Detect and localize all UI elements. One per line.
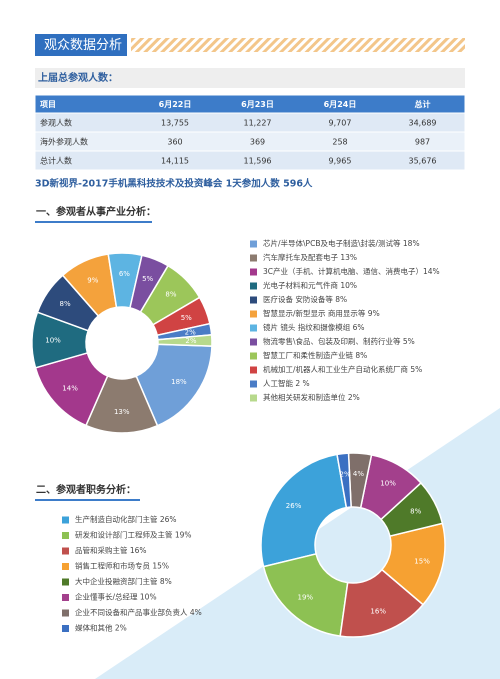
legend-swatch bbox=[250, 338, 257, 346]
legend-swatch bbox=[62, 532, 69, 539]
legend-label: 研发和设计部门工程师及主管 19% bbox=[75, 530, 192, 540]
legend-swatch bbox=[62, 625, 69, 632]
donut-slice bbox=[260, 453, 348, 568]
legend-label: 光电子材料和元气件商 10% bbox=[263, 280, 357, 290]
table-cell: 11,227 bbox=[244, 119, 272, 128]
table-header-cell: 6月23日 bbox=[241, 100, 274, 109]
section-title: 上届总参观人数： bbox=[38, 71, 118, 84]
data-label: 6% bbox=[119, 270, 130, 278]
data-label: 2% bbox=[185, 328, 196, 336]
donut-slice bbox=[157, 334, 213, 347]
legend-label: 企业不同设备和产品事业部负责人 4% bbox=[75, 607, 202, 617]
legend-label: 人工智能 2 % bbox=[263, 378, 310, 388]
legend-swatch bbox=[250, 268, 257, 276]
table-cell: 258 bbox=[332, 138, 347, 147]
data-label: 8% bbox=[60, 300, 71, 308]
legend-label: 智慧显示/新型显示 商用显示等 9% bbox=[263, 308, 380, 318]
section-heading: 一、参观者从事产业分析： bbox=[36, 205, 156, 218]
table-cell: 参观人数 bbox=[40, 118, 72, 128]
legend-swatch bbox=[62, 516, 69, 524]
data-label: 4% bbox=[353, 470, 364, 478]
legend-label: 芯片/半导体\PCB及电子制造\封装/测试等 18% bbox=[263, 238, 420, 248]
legend-label: 其他相关研发和制造单位 2% bbox=[263, 392, 360, 402]
note: 3D新视界-2017手机黑科技技术及投资峰会 1天参加人数 596人 bbox=[35, 178, 313, 190]
data-label: 18% bbox=[171, 378, 187, 386]
data-label: 26% bbox=[286, 502, 302, 510]
table-header-cell: 6月22日 bbox=[159, 100, 192, 109]
data-label: 14% bbox=[62, 384, 78, 392]
section-band bbox=[35, 68, 465, 88]
legend-swatch bbox=[62, 578, 69, 586]
title-stripe bbox=[131, 38, 465, 52]
data-label: 8% bbox=[165, 290, 176, 298]
donut-slice bbox=[336, 452, 352, 509]
table-cell: 360 bbox=[167, 138, 182, 147]
table-cell: 369 bbox=[250, 138, 265, 147]
legend-swatch bbox=[62, 563, 69, 570]
legend-label: 汽车摩托车及配套电子 13% bbox=[263, 252, 357, 262]
data-label: 19% bbox=[298, 594, 314, 602]
data-label: 15% bbox=[414, 557, 430, 565]
legend-swatch bbox=[250, 282, 257, 290]
legend-swatch bbox=[62, 547, 69, 555]
page-title: 观众数据分析 bbox=[44, 38, 122, 53]
data-label: 2% bbox=[185, 337, 196, 345]
legend-label: 物流零售\食品、包装及印刷、制药行业等 5% bbox=[263, 336, 415, 346]
legend-swatch bbox=[250, 324, 257, 332]
legend-swatch bbox=[250, 352, 257, 360]
table-cell: 海外参观人数 bbox=[40, 137, 88, 147]
legend-swatch bbox=[250, 366, 257, 374]
table-cell: 34,689 bbox=[409, 119, 437, 128]
data-label: 10% bbox=[45, 337, 61, 345]
table-cell: 9,965 bbox=[329, 157, 352, 166]
table-header-cell: 6月24日 bbox=[324, 100, 357, 109]
data-label: 10% bbox=[380, 479, 396, 487]
table-cell: 987 bbox=[415, 138, 430, 147]
legend-label: 生产制造自动化部门主管 26% bbox=[75, 514, 177, 524]
section-heading: 二、参观者职务分析： bbox=[36, 483, 136, 496]
table-header-cell: 项目 bbox=[40, 100, 56, 109]
legend-label: 大中企业投融资部门主管 8% bbox=[75, 576, 172, 586]
legend-label: 媒体和其他 2% bbox=[75, 623, 127, 633]
legend-swatch bbox=[62, 594, 69, 601]
legend-swatch bbox=[250, 394, 257, 402]
legend-swatch bbox=[250, 240, 257, 248]
legend-label: 品管和采购主管 16% bbox=[75, 545, 147, 555]
legend-swatch bbox=[250, 380, 257, 388]
table-cell: 14,115 bbox=[161, 157, 189, 166]
data-label: 8% bbox=[410, 508, 421, 516]
data-label: 5% bbox=[181, 314, 192, 322]
legend-label: 机械加工/机器人和工业生产自动化系统厂商 5% bbox=[263, 364, 422, 374]
legend-swatch bbox=[62, 609, 69, 617]
legend-swatch bbox=[250, 310, 257, 318]
table-row bbox=[34, 150, 466, 171]
data-label: 2% bbox=[340, 470, 351, 478]
legend-label: 销售工程师和市场专员 15% bbox=[75, 561, 169, 571]
legend-label: 企业懂事长/总经理 10% bbox=[75, 592, 157, 602]
legend-label: 智慧工厂和柔性制造产业链 8% bbox=[263, 350, 367, 360]
table-cell: 11,596 bbox=[244, 157, 272, 166]
table-header-cell: 总计 bbox=[415, 99, 431, 109]
table-cell: 9,707 bbox=[329, 119, 352, 128]
title-box bbox=[35, 34, 127, 56]
data-label: 5% bbox=[142, 275, 153, 283]
legend-swatch bbox=[250, 296, 257, 304]
data-label: 13% bbox=[114, 408, 130, 416]
table-cell: 35,676 bbox=[409, 157, 437, 166]
table-cell: 总计人数 bbox=[40, 156, 72, 166]
data-label: 16% bbox=[370, 607, 386, 615]
legend-label: 医疗设备 安防设备等 8% bbox=[263, 294, 347, 304]
data-label: 9% bbox=[87, 276, 98, 284]
legend-label: 3C产业（手机、计算机电脑、通信、消费电子）14% bbox=[263, 266, 440, 276]
table-cell: 13,755 bbox=[161, 119, 189, 128]
legend-swatch bbox=[250, 254, 257, 262]
donut-slice bbox=[262, 553, 349, 637]
legend-label: 镜片 镜头 指纹和摄像模组 6% bbox=[263, 322, 365, 332]
